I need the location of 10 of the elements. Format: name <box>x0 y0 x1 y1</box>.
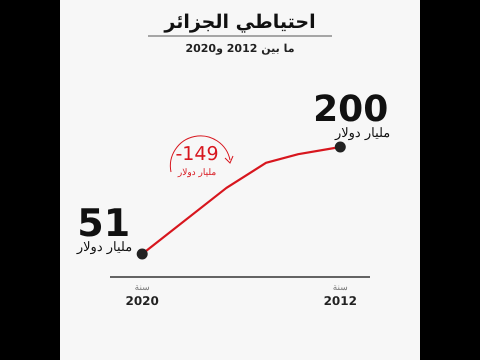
text: سنة <box>134 283 150 293</box>
annotation: مليار دولار <box>334 126 390 141</box>
annotation: مليار دولار <box>76 240 132 255</box>
annotation: مليار دولار <box>176 168 216 178</box>
chart-title: احتياطي الجزائر <box>163 11 316 33</box>
x-tick-label: 2020 <box>125 294 159 308</box>
annotation: -149 <box>175 143 219 165</box>
x-tick-label: 2012 <box>324 294 357 308</box>
chart-subtitle: ما بين 2012 و2020 <box>185 42 295 55</box>
text: سنة <box>332 283 348 293</box>
